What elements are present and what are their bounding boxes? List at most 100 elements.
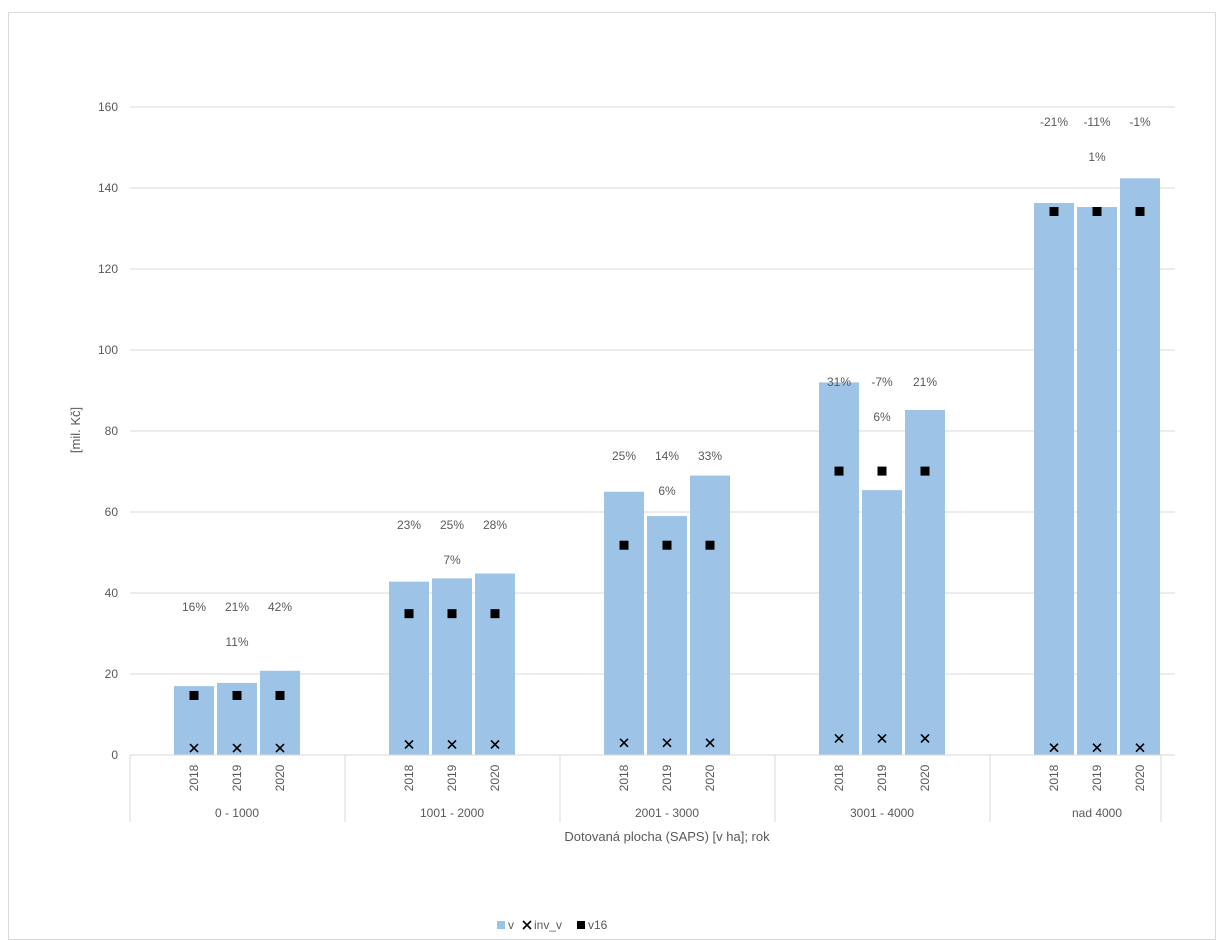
x-tick-year: 2018: [1047, 764, 1061, 791]
y-tick-label: 140: [98, 181, 118, 195]
legend-swatch-inv-v: [522, 920, 532, 930]
x-axis: 2018 2019 2020 0 - 1000 2018 2019 2020 1001 - 2…: [129, 754, 1175, 822]
marker-v16: [1049, 206, 1059, 216]
x-tick-year: 2018: [402, 764, 416, 791]
marker-v16: [490, 609, 500, 619]
percent-label: -21%: [1040, 115, 1068, 129]
legend-label: v16: [588, 918, 608, 932]
x-tick-year: 2019: [445, 764, 459, 791]
percent-label: 23%: [397, 518, 421, 532]
marker-inv-v: [920, 733, 930, 743]
percent-label: 21%: [913, 375, 937, 389]
legend-swatch-v16: [577, 921, 585, 929]
x-category-label: nad 4000: [1072, 806, 1122, 820]
x-tick-year: 2019: [660, 764, 674, 791]
percent-label: 25%: [612, 449, 636, 463]
y-tick-label: 120: [98, 262, 118, 276]
marker-v16: [275, 690, 285, 700]
marker-inv-v: [834, 733, 844, 743]
marker-inv-v: [232, 743, 242, 753]
x-category-label: 0 - 1000: [215, 806, 259, 820]
legend: v inv_v v16: [497, 918, 608, 932]
marker-inv-v: [705, 738, 715, 748]
x-tick-year: 2020: [703, 764, 717, 791]
bar-v: [690, 475, 730, 755]
y-tick-label: 0: [111, 748, 118, 762]
marker-inv-v: [662, 738, 672, 748]
percent-label: 33%: [698, 449, 722, 463]
bar-v: [432, 578, 472, 755]
x-tick-year: 2020: [1133, 764, 1147, 791]
marker-v16: [1092, 206, 1102, 216]
chart-frame: [8, 12, 1216, 940]
annotations: 16% 21% 42% 11% 23% 25% 28% 7% 25% 14% 33% 6% 31% -7%…: [182, 115, 1151, 649]
x-axis-label: Dotovaná plocha (SAPS) [v ha]; rok: [564, 829, 770, 844]
x-category-label: 3001 - 4000: [850, 806, 914, 820]
y-tick-label: 80: [105, 424, 119, 438]
marker-inv-v: [404, 739, 414, 750]
bar-v: [905, 409, 945, 755]
percent-label-mid: 6%: [658, 484, 676, 498]
marker-v16: [920, 466, 930, 476]
marker-inv-v: [275, 743, 285, 753]
bar-v: [647, 516, 687, 755]
bar-v: [862, 490, 902, 755]
x-category-label: 1001 - 2000: [420, 806, 484, 820]
x-tick-year: 2020: [918, 764, 932, 791]
marker-inv-v: [1135, 743, 1145, 753]
percent-label: -7%: [871, 375, 893, 389]
y-tick-label: 60: [105, 505, 119, 519]
y-tick-label: 20: [105, 667, 119, 681]
bar-v: [475, 573, 515, 755]
marker-inv-v: [189, 743, 199, 753]
marker-inv-v: [447, 739, 457, 750]
marker-v16: [1135, 206, 1145, 216]
marker-v16: [189, 690, 199, 700]
marker-v16: [232, 690, 242, 700]
bar-v: [260, 670, 300, 755]
marker-inv-v: [619, 738, 629, 748]
percent-label: 42%: [268, 600, 292, 614]
marker-v16: [834, 466, 844, 476]
legend-swatch-v: [497, 921, 505, 929]
x-tick-year: 2020: [273, 764, 287, 791]
bar-v: [1120, 178, 1160, 755]
marker-v16: [705, 540, 715, 550]
percent-label: 25%: [440, 518, 464, 532]
percent-label-mid: 7%: [443, 553, 461, 567]
marker-inv-v: [490, 739, 500, 750]
y-tick-label: 160: [98, 100, 118, 114]
marker-v16: [404, 609, 414, 619]
marker-inv-v: [1092, 743, 1102, 753]
x-tick-year: 2019: [1090, 764, 1104, 791]
percent-label: -1%: [1129, 115, 1151, 129]
legend-label: v: [508, 918, 514, 932]
x-tick-year: 2019: [875, 764, 889, 791]
percent-label: 28%: [483, 518, 507, 532]
marker-inv-v: [877, 733, 887, 743]
x-tick-year: 2018: [187, 764, 201, 791]
percent-label: 21%: [225, 600, 249, 614]
percent-label-mid: 6%: [873, 410, 891, 424]
bars-v: [174, 178, 1160, 756]
percent-label: 31%: [827, 375, 851, 389]
y-tick-label: 40: [105, 586, 119, 600]
y-tick-labels: 0 20 40 60 80 100 120 140 160: [98, 100, 118, 762]
bar-v: [604, 491, 644, 755]
bar-v: [389, 581, 429, 755]
marker-v16: [662, 540, 672, 550]
percent-label: 16%: [182, 600, 206, 614]
bar-v: [819, 382, 859, 755]
y-axis-label: [mil. Kč]: [68, 407, 83, 453]
markers: [189, 206, 1145, 753]
percent-label-mid: 11%: [225, 635, 248, 649]
legend-label: inv_v: [534, 918, 562, 932]
bar-v: [1077, 207, 1117, 755]
x-tick-year: 2020: [488, 764, 502, 791]
marker-v16: [447, 609, 457, 619]
percent-label: -11%: [1083, 115, 1110, 129]
marker-inv-v: [1049, 743, 1059, 753]
percent-label: 14%: [655, 449, 679, 463]
x-tick-year: 2018: [832, 764, 846, 791]
